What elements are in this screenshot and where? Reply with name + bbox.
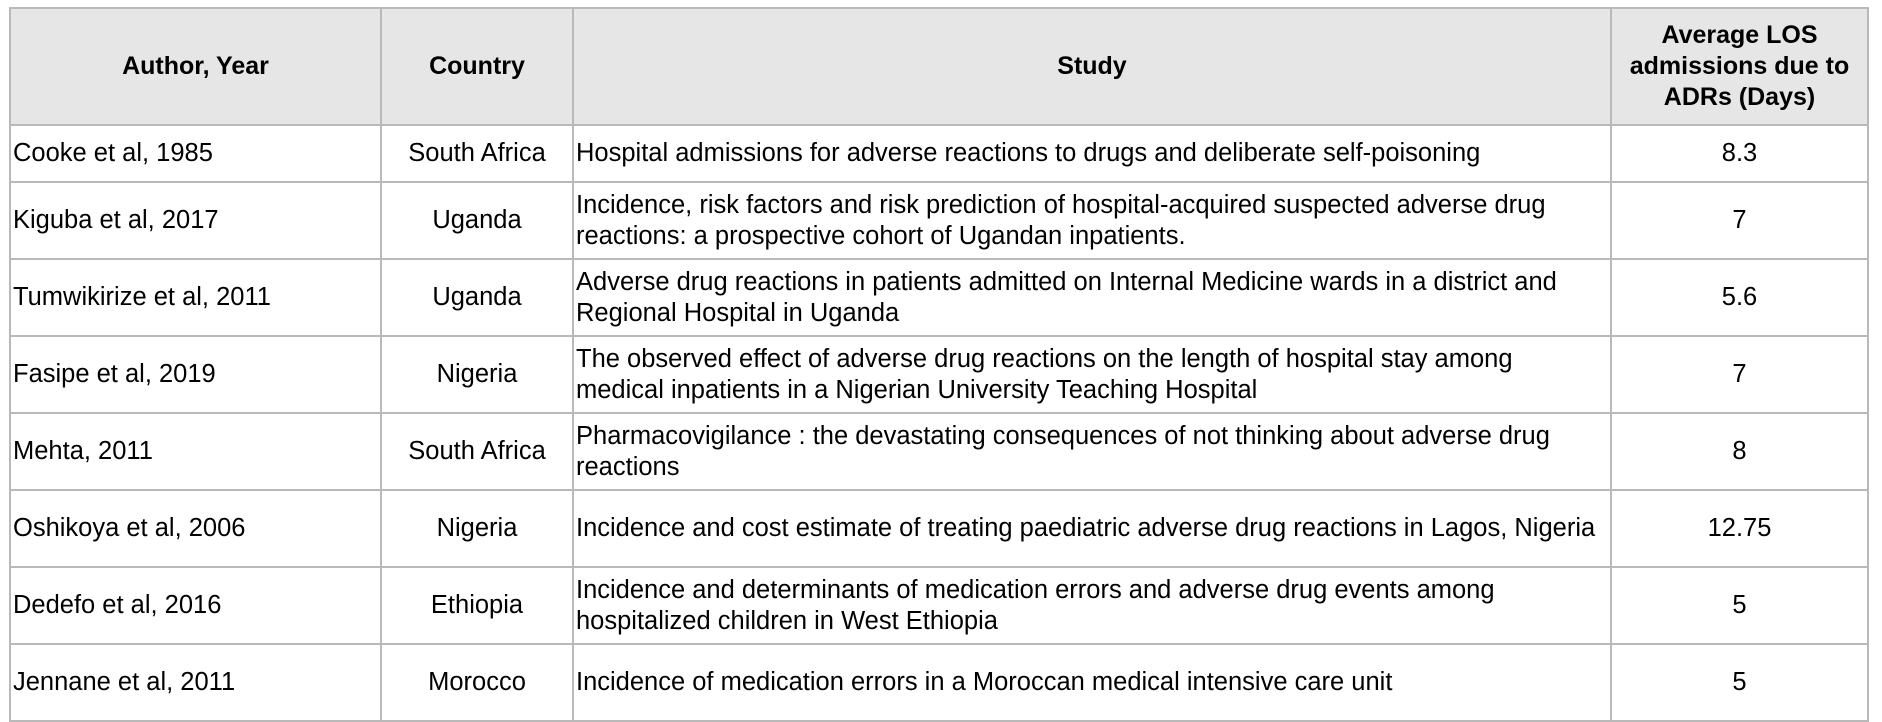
author-cell: Dedefo et al, 2016: [9, 566, 382, 645]
table-row: Fasipe et al, 2019 Nigeria The observed …: [9, 335, 1869, 414]
column-header-study: Study: [572, 7, 1612, 126]
study-cell: Hospital admissions for adverse reaction…: [572, 124, 1612, 183]
study-cell: The observed effect of adverse drug reac…: [572, 335, 1612, 414]
study-cell: Incidence of medication errors in a Moro…: [572, 643, 1612, 722]
los-cell: 8.3: [1610, 124, 1869, 183]
column-header-los-line1: Average LOS: [1661, 21, 1818, 49]
author-cell: Jennane et al, 2011: [9, 643, 382, 722]
studies-table: Author, Year Country Study Average LOS a…: [9, 7, 1869, 722]
country-cell: Uganda: [380, 181, 574, 260]
table-header-row: Author, Year Country Study Average LOS a…: [9, 7, 1869, 126]
author-cell: Mehta, 2011: [9, 412, 382, 491]
los-cell: 7: [1610, 335, 1869, 414]
study-cell: Incidence and determinants of medication…: [572, 566, 1612, 645]
country-cell: Nigeria: [380, 489, 574, 568]
author-cell: Oshikoya et al, 2006: [9, 489, 382, 568]
los-cell: 7: [1610, 181, 1869, 260]
country-cell: Morocco: [380, 643, 574, 722]
los-cell: 12.75: [1610, 489, 1869, 568]
country-cell: Ethiopia: [380, 566, 574, 645]
study-cell: Pharmacovigilance : the devastating cons…: [572, 412, 1612, 491]
table-row: Cooke et al, 1985 South Africa Hospital …: [9, 124, 1869, 183]
study-cell: Incidence, risk factors and risk predict…: [572, 181, 1612, 260]
author-cell: Cooke et al, 1985: [9, 124, 382, 183]
author-cell: Fasipe et al, 2019: [9, 335, 382, 414]
column-header-los-line3: ADRs (Days): [1663, 83, 1816, 111]
table-row: Kiguba et al, 2017 Uganda Incidence, ris…: [9, 181, 1869, 260]
los-cell: 8: [1610, 412, 1869, 491]
column-header-los-line2: admissions due to: [1629, 52, 1850, 80]
column-header-author: Author, Year: [9, 7, 382, 126]
study-cell: Incidence and cost estimate of treating …: [572, 489, 1612, 568]
author-cell: Tumwikirize et al, 2011: [9, 258, 382, 337]
study-cell: Adverse drug reactions in patients admit…: [572, 258, 1612, 337]
column-header-country: Country: [380, 7, 574, 126]
los-cell: 5: [1610, 643, 1869, 722]
table-row: Jennane et al, 2011 Morocco Incidence of…: [9, 643, 1869, 722]
los-cell: 5.6: [1610, 258, 1869, 337]
country-cell: South Africa: [380, 412, 574, 491]
country-cell: Uganda: [380, 258, 574, 337]
column-header-los: Average LOS admissions due to ADRs (Days…: [1610, 7, 1869, 126]
country-cell: South Africa: [380, 124, 574, 183]
los-cell: 5: [1610, 566, 1869, 645]
studies-table-container: Author, Year Country Study Average LOS a…: [9, 7, 1869, 722]
author-cell: Kiguba et al, 2017: [9, 181, 382, 260]
table-row: Mehta, 2011 South Africa Pharmacovigilan…: [9, 412, 1869, 491]
table-row: Oshikoya et al, 2006 Nigeria Incidence a…: [9, 489, 1869, 568]
country-cell: Nigeria: [380, 335, 574, 414]
table-row: Tumwikirize et al, 2011 Uganda Adverse d…: [9, 258, 1869, 337]
table-row: Dedefo et al, 2016 Ethiopia Incidence an…: [9, 566, 1869, 645]
